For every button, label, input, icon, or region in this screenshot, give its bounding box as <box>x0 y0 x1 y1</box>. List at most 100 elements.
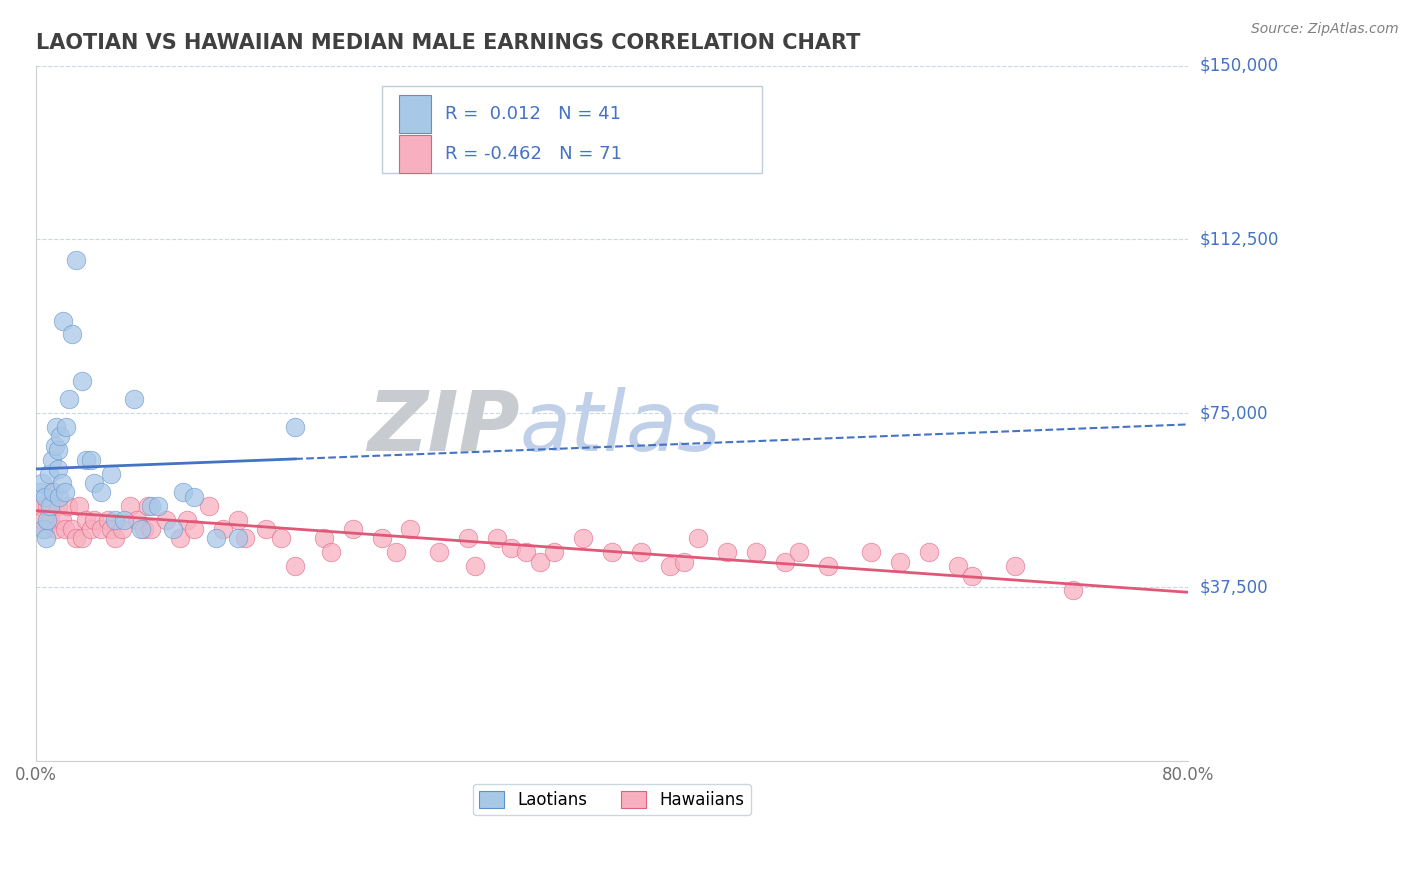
Point <box>32 513 55 527</box>
Point <box>773 555 796 569</box>
Point <box>53 522 76 536</box>
Point <box>100 522 122 536</box>
Point <box>118 499 141 513</box>
Point <box>37 513 59 527</box>
Point <box>226 532 249 546</box>
Point <box>688 532 710 546</box>
Point <box>65 253 87 268</box>
Point <box>918 545 941 559</box>
Point <box>342 522 364 536</box>
Point <box>75 513 97 527</box>
Point <box>79 522 101 536</box>
Text: $112,500: $112,500 <box>1199 230 1278 248</box>
Point <box>97 513 120 527</box>
Point <box>1004 559 1026 574</box>
Point <box>136 499 159 513</box>
Point <box>34 522 56 536</box>
Point <box>183 490 205 504</box>
Point <box>162 522 184 536</box>
Point <box>48 490 70 504</box>
Point <box>399 522 422 536</box>
Point <box>672 555 695 569</box>
Point <box>51 475 73 490</box>
Point <box>148 499 170 513</box>
Point <box>46 499 69 513</box>
Point <box>30 485 52 500</box>
Point <box>658 559 681 574</box>
Point <box>226 513 249 527</box>
Point <box>817 559 839 574</box>
Point <box>46 443 69 458</box>
Point <box>60 522 83 536</box>
Point <box>176 513 198 527</box>
Point <box>233 532 256 546</box>
Point <box>104 532 127 546</box>
Point <box>32 522 55 536</box>
Point <box>70 374 93 388</box>
Point <box>370 532 392 546</box>
Point <box>39 513 62 527</box>
Point <box>30 499 52 513</box>
Point <box>55 420 77 434</box>
Point <box>41 452 63 467</box>
Point <box>83 475 105 490</box>
Point <box>172 485 194 500</box>
Point <box>60 327 83 342</box>
Point <box>485 532 508 546</box>
Point <box>183 522 205 536</box>
Point <box>501 541 523 555</box>
Point <box>39 499 62 513</box>
Text: $75,000: $75,000 <box>1199 404 1268 422</box>
Point <box>34 490 56 504</box>
Point <box>385 545 408 559</box>
Point <box>946 559 969 574</box>
Point <box>572 532 595 546</box>
Point <box>600 545 623 559</box>
Point <box>90 522 112 536</box>
Point <box>83 513 105 527</box>
Point <box>70 532 93 546</box>
Point <box>716 545 738 559</box>
Point <box>42 485 65 500</box>
Point <box>427 545 450 559</box>
Point <box>464 559 486 574</box>
Point <box>79 452 101 467</box>
Point <box>312 532 335 546</box>
Point <box>122 392 145 407</box>
Point <box>56 499 79 513</box>
Point <box>155 513 177 527</box>
Point <box>67 499 90 513</box>
Point <box>457 532 479 546</box>
Point <box>141 499 163 513</box>
Text: $150,000: $150,000 <box>1199 56 1278 75</box>
Point <box>630 545 652 559</box>
Point <box>254 522 277 536</box>
Point <box>52 313 75 327</box>
Point <box>745 545 768 559</box>
Point <box>37 499 59 513</box>
Point <box>129 522 152 536</box>
Point <box>44 439 66 453</box>
Point <box>212 522 235 536</box>
Point <box>112 513 135 527</box>
Point <box>45 420 67 434</box>
Text: atlas: atlas <box>520 387 721 467</box>
Text: R =  0.012   N = 41: R = 0.012 N = 41 <box>444 105 621 123</box>
Point <box>90 485 112 500</box>
Point <box>58 392 80 407</box>
Point <box>111 522 134 536</box>
Point <box>53 485 76 500</box>
Point <box>205 532 228 546</box>
Point <box>132 522 155 536</box>
Legend: Laotians, Hawaiians: Laotians, Hawaiians <box>472 784 751 815</box>
Point <box>35 532 58 546</box>
Bar <box>399 135 432 173</box>
Point <box>65 532 87 546</box>
Point <box>529 555 551 569</box>
Text: Source: ZipAtlas.com: Source: ZipAtlas.com <box>1251 22 1399 37</box>
Point <box>515 545 537 559</box>
Point <box>169 532 191 546</box>
Point <box>49 429 72 443</box>
Point <box>42 485 65 500</box>
Point <box>787 545 810 559</box>
